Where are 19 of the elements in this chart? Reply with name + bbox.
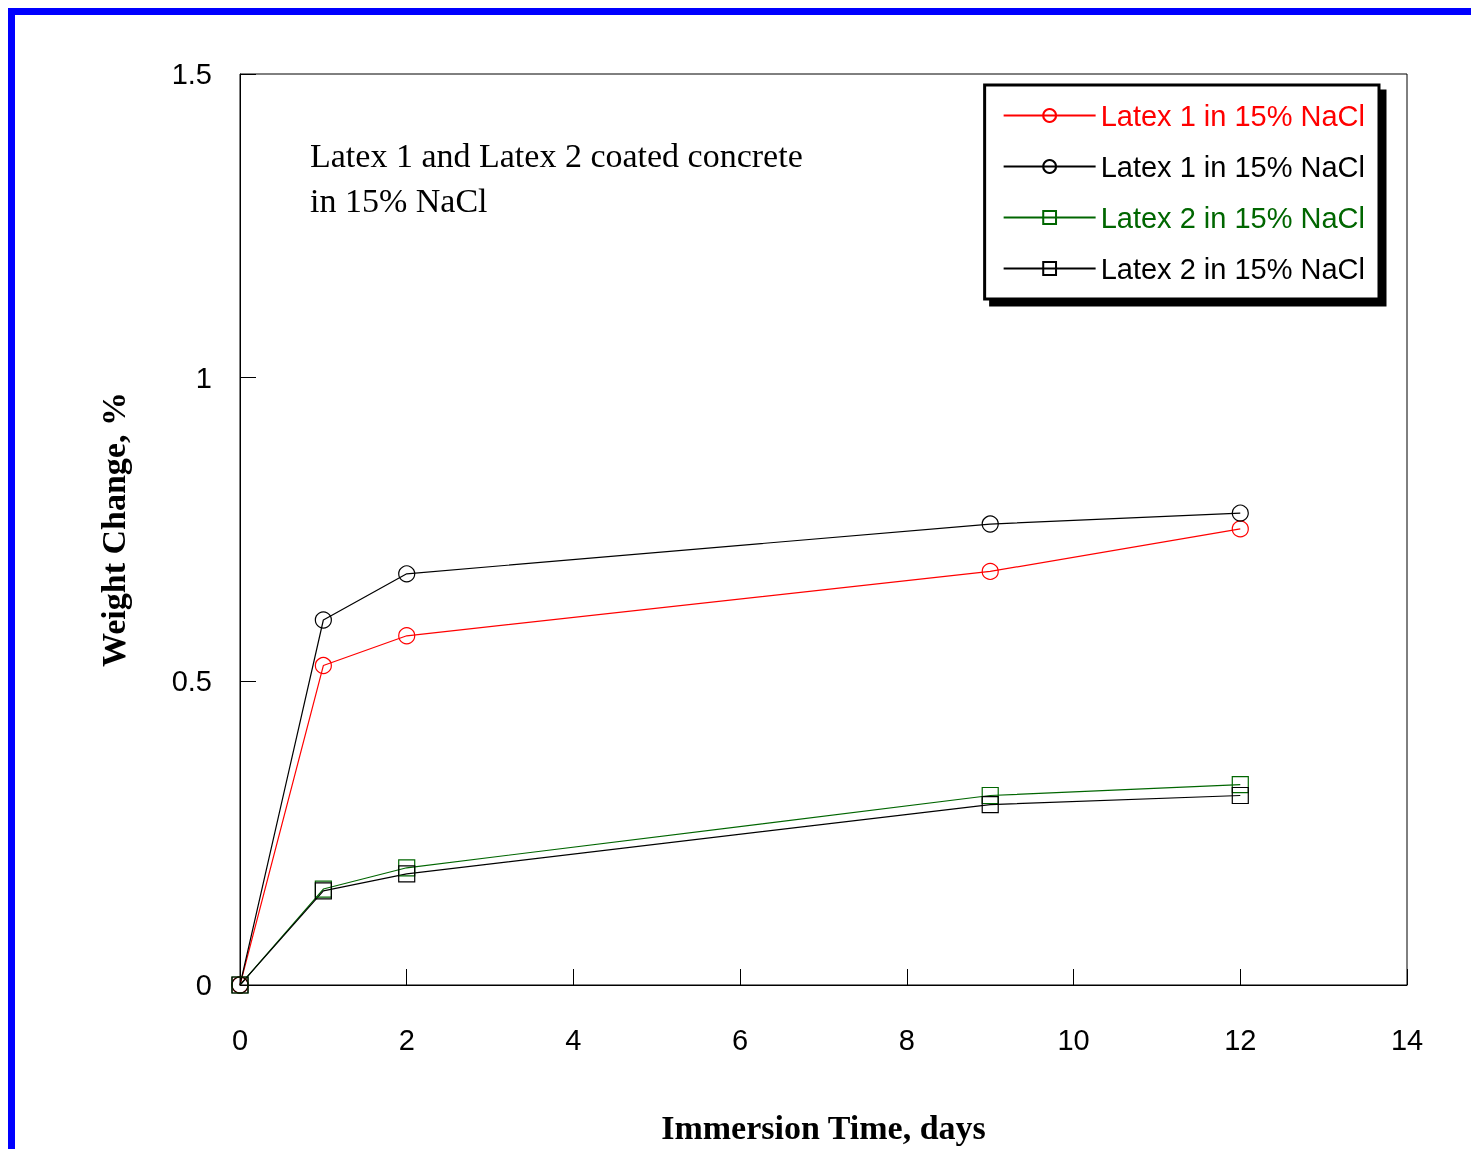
y-axis-title: Weight Change, %: [94, 392, 132, 667]
x-tick-label: 14: [1390, 1023, 1424, 1056]
x-tick-label: 8: [898, 1023, 915, 1056]
x-tick-label: 10: [1057, 1023, 1090, 1056]
annotation: Latex 1 and Latex 2 coated concrete in 15% NaCl: [310, 137, 803, 219]
x-tick-label: 12: [1224, 1023, 1257, 1056]
y-tick-label: 0: [195, 969, 212, 1001]
legend-label: Latex 1 in 15% NaCl: [1100, 150, 1365, 183]
legend-label: Latex 1 in 15% NaCl: [1100, 99, 1365, 132]
y-tick-label: 1.5: [171, 58, 212, 90]
y-tick-label: 0.5: [171, 665, 212, 698]
x-tick-label: 0: [231, 1023, 249, 1056]
legend-label: Latex 2 in 15% NaCl: [1100, 201, 1365, 234]
x-tick-label: 2: [398, 1023, 415, 1056]
x-tick-label: 6: [732, 1023, 749, 1056]
x-axis-title: Immersion Time, days: [661, 1108, 986, 1146]
x-tick-label: 4: [565, 1023, 582, 1056]
legend-label: Latex 2 in 15% NaCl: [1100, 252, 1365, 285]
y-tick-label: 1: [195, 361, 212, 394]
